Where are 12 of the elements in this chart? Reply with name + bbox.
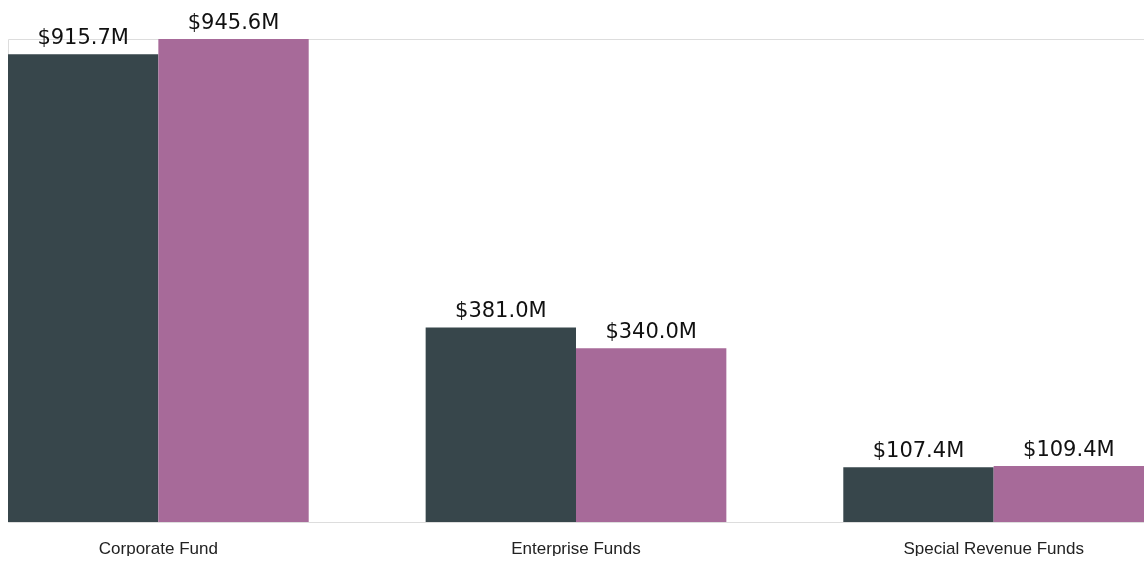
data-label: $381.0M [455,298,547,323]
bar [8,54,159,522]
bar [993,466,1144,522]
bar [158,39,309,522]
bar [576,348,727,522]
data-label: $109.4M [1023,437,1115,462]
data-label: $107.4M [872,438,965,463]
bar [425,327,576,522]
data-label: $945.6M [187,10,280,34]
data-label: $915.7M [37,25,129,50]
data-label: $340.0M [605,319,697,344]
bar [843,467,994,522]
